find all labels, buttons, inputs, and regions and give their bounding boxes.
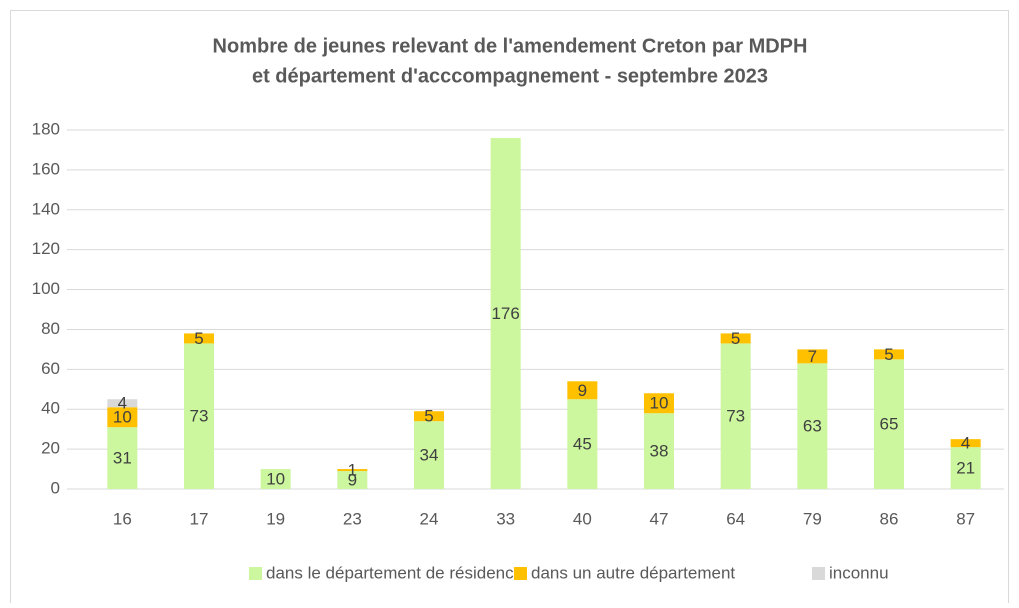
- bar-segment: [797, 363, 828, 489]
- x-tick-label: 19: [266, 509, 285, 528]
- data-label: 5: [731, 329, 740, 348]
- y-tick-label: 0: [51, 478, 60, 497]
- bar-segment: [720, 333, 751, 344]
- data-label: 4: [118, 394, 127, 413]
- data-label: 31: [113, 449, 132, 468]
- x-tick-label: 47: [650, 509, 669, 528]
- data-label: 45: [573, 435, 592, 454]
- x-tick-label: 87: [956, 509, 975, 528]
- y-tick-label: 160: [32, 159, 60, 178]
- data-label: 176: [491, 304, 519, 323]
- x-tick-label: 24: [420, 509, 439, 528]
- bar-segment: [567, 381, 598, 400]
- bar-segment: [184, 343, 214, 489]
- legend-swatch: [514, 567, 527, 580]
- x-tick-label: 86: [880, 509, 899, 528]
- bar-segment: [337, 469, 368, 472]
- bar-segment: [874, 349, 904, 360]
- data-label: 73: [726, 407, 745, 426]
- data-label: 21: [956, 459, 975, 478]
- bar-segment: [950, 447, 981, 489]
- bar-segment: [414, 411, 444, 422]
- data-label: 5: [194, 329, 203, 348]
- data-label: 5: [424, 407, 433, 426]
- x-tick-label: 64: [726, 509, 745, 528]
- data-label: 7: [808, 347, 817, 366]
- data-label: 5: [884, 345, 893, 364]
- bar-segment: [414, 421, 444, 489]
- data-label: 73: [190, 407, 209, 426]
- bar-segment: [107, 399, 138, 408]
- bar-segment: [644, 413, 674, 489]
- data-label: 9: [348, 471, 357, 490]
- y-tick-label: 40: [41, 399, 60, 418]
- bar-segment: [107, 407, 138, 428]
- bar-segment: [720, 343, 751, 489]
- x-tick-label: 23: [343, 509, 362, 528]
- legend-swatch: [812, 567, 825, 580]
- data-label: 1: [348, 461, 357, 480]
- y-tick-label: 180: [32, 119, 60, 138]
- y-tick-label: 80: [41, 319, 60, 338]
- x-tick-label: 79: [803, 509, 822, 528]
- y-tick-label: 140: [32, 199, 60, 218]
- legend-label: dans le département de résidence: [266, 563, 523, 582]
- data-label: 4: [961, 434, 970, 453]
- data-label: 65: [880, 415, 899, 434]
- y-tick-label: 60: [41, 359, 60, 378]
- chart-title: et département d'acccompagnement - septe…: [252, 65, 768, 87]
- x-tick-label: 33: [496, 509, 515, 528]
- chart-title: Nombre de jeunes relevant de l'amendemen…: [213, 35, 808, 57]
- x-tick-label: 16: [113, 509, 132, 528]
- data-label: 10: [113, 408, 132, 427]
- data-label: 38: [650, 442, 669, 461]
- data-label: 63: [803, 417, 822, 436]
- y-tick-label: 20: [41, 439, 60, 458]
- bar-segment: [337, 471, 368, 489]
- bar-segment: [797, 349, 828, 364]
- data-label: 10: [650, 394, 669, 413]
- data-label: 9: [578, 381, 587, 400]
- bar-segment: [260, 469, 291, 489]
- y-tick-label: 120: [32, 239, 60, 258]
- legend-label: inconnu: [829, 563, 889, 582]
- bar-segment: [107, 427, 138, 489]
- bar-segment: [874, 359, 904, 489]
- bar-segment: [950, 439, 981, 448]
- bar-segment: [567, 399, 598, 489]
- legend-swatch: [249, 567, 262, 580]
- y-tick-label: 100: [32, 279, 60, 298]
- data-label: 34: [420, 446, 439, 465]
- x-tick-label: 40: [573, 509, 592, 528]
- data-label: 10: [266, 470, 285, 489]
- bar-segment: [490, 137, 521, 489]
- bar-segment: [184, 333, 214, 344]
- legend-label: dans un autre département: [531, 563, 735, 582]
- x-tick-label: 17: [190, 509, 209, 528]
- bar-segment: [644, 393, 674, 414]
